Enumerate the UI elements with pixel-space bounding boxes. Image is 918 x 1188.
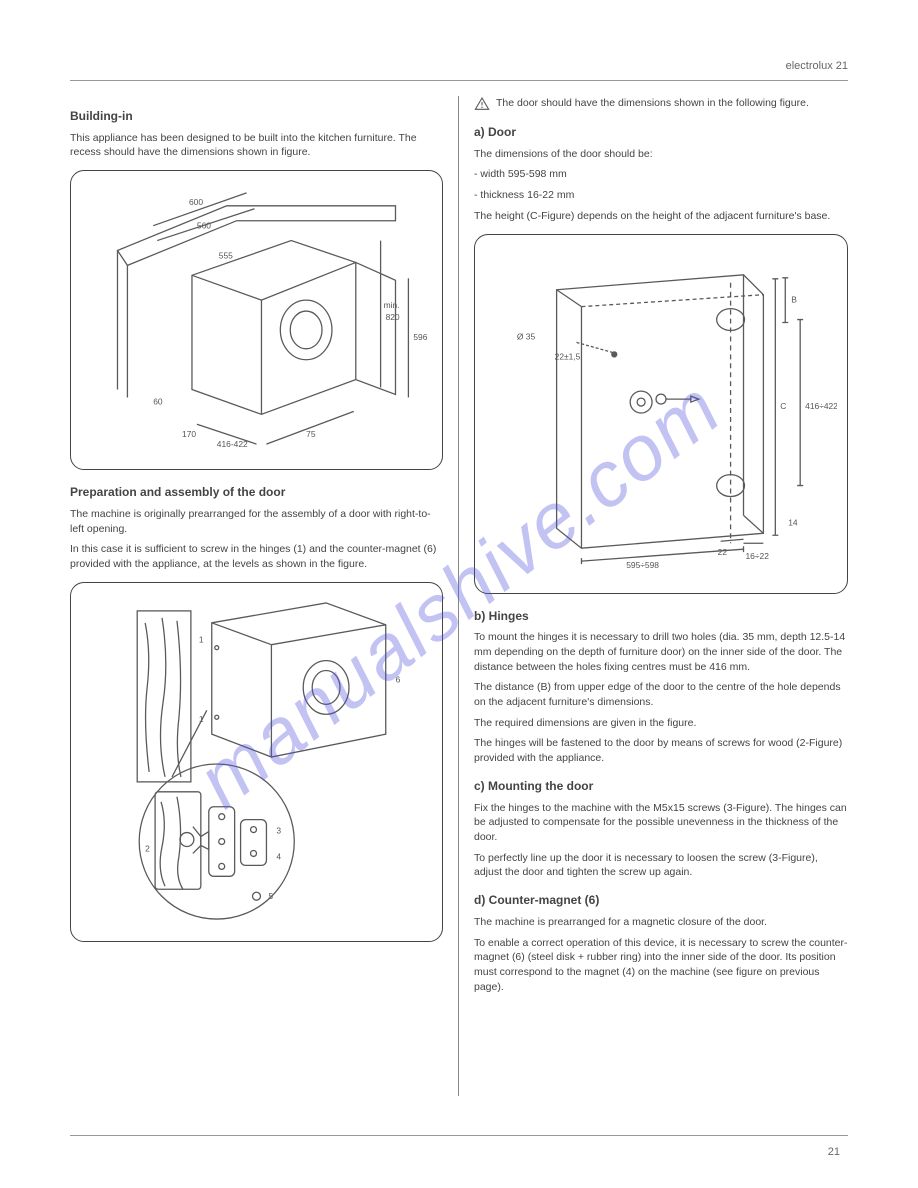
c1-c: 6 [396,674,401,684]
p-b4: The hinges will be fastened to the door … [474,736,848,765]
figure-door-dims: Ø 35 B 416÷422 C 595÷598 22 16÷22 22±1,5… [474,234,848,594]
c1-a: 1 [199,634,204,644]
left-column: Building-in This appliance has been desi… [70,96,459,1096]
p-a1a: - width 595-598 mm [474,167,848,182]
dim-e: 820 [386,312,400,322]
header-line: electrolux 21 [70,60,848,72]
c1-b: 1 [199,714,204,724]
p-d2: To enable a correct operation of this de… [474,936,848,995]
p-c1: Fix the hinges to the machine with the M… [474,801,848,845]
dim-c: 555 [219,251,233,261]
figure-door-assembly: 1 1 6 2 3 4 5 [70,582,443,942]
right-column: The door should have the dimensions show… [459,96,848,1096]
p-b2: The distance (B) from upper edge of the … [474,680,848,709]
d-x1: 22±1,5 [555,351,581,361]
c1-d: 2 [145,843,150,853]
page: electrolux 21 manualshive.com Building-i… [0,0,918,1188]
p-a1b: - thickness 16-22 mm [474,188,848,203]
dim-d: min. [384,300,400,310]
title-prep-door: Preparation and assembly of the door [70,484,443,501]
title-c-mount: c) Mounting the door [474,778,848,795]
d-y2: 14 [788,517,798,527]
d-depth: 16÷22 [746,551,770,561]
title-d-magnet: d) Counter-magnet (6) [474,892,848,909]
page-number: 21 [828,1146,840,1158]
d-B: B [791,294,797,304]
p-b1: To mount the hinges it is necessary to d… [474,630,848,674]
c1-e: 3 [276,825,281,835]
c1-f: 4 [276,851,281,861]
recess-illustration: 600 560 820 min. 596 170 416-422 75 60 5… [81,181,432,459]
d-y1: 416÷422 [805,401,837,411]
dim-f: 596 [413,332,427,342]
figure-recess-dims: 600 560 820 min. 596 170 416-422 75 60 5… [70,170,443,470]
p-a1: The dimensions of the door should be: [474,147,848,162]
p-prep-2: In this case it is sufficient to screw i… [70,542,443,571]
header-rule [70,80,848,81]
p-b3: The required dimensions are given in the… [474,716,848,731]
p-prep-1: The machine is originally prearranged fo… [70,507,443,536]
dim-h: 75 [306,429,316,439]
p-building-in: This appliance has been designed to be b… [70,131,443,160]
p-a2: The height (C-Figure) depends on the hei… [474,209,848,224]
dim-a: 600 [189,197,203,207]
p-c2: To perfectly line up the door it is nece… [474,851,848,880]
header-right: electrolux 21 [786,60,848,72]
title-building-in: Building-in [70,108,443,125]
d-C: C [780,401,786,411]
dim-g: 170 [182,429,196,439]
d-off: 22 [718,547,728,557]
title-a-door: a) Door [474,124,848,141]
columns: Building-in This appliance has been desi… [70,96,848,1096]
warning-row: The door should have the dimensions show… [474,96,848,112]
door-assembly-illustration: 1 1 6 2 3 4 5 [81,593,432,931]
warning-text: The door should have the dimensions show… [496,96,809,111]
d-dia: Ø 35 [517,331,536,341]
p-d1: The machine is prearranged for a magneti… [474,915,848,930]
warning-icon [474,96,490,112]
title-b-hinges: b) Hinges [474,608,848,625]
c1-g: 5 [268,891,273,901]
d-width: 595÷598 [626,560,659,570]
dim-i: 60 [153,397,163,407]
door-dims-illustration: Ø 35 B 416÷422 C 595÷598 22 16÷22 22±1,5… [485,245,837,583]
dim-b: 560 [197,221,211,231]
dim-j: 416-422 [217,439,248,449]
footer-rule [70,1135,848,1136]
